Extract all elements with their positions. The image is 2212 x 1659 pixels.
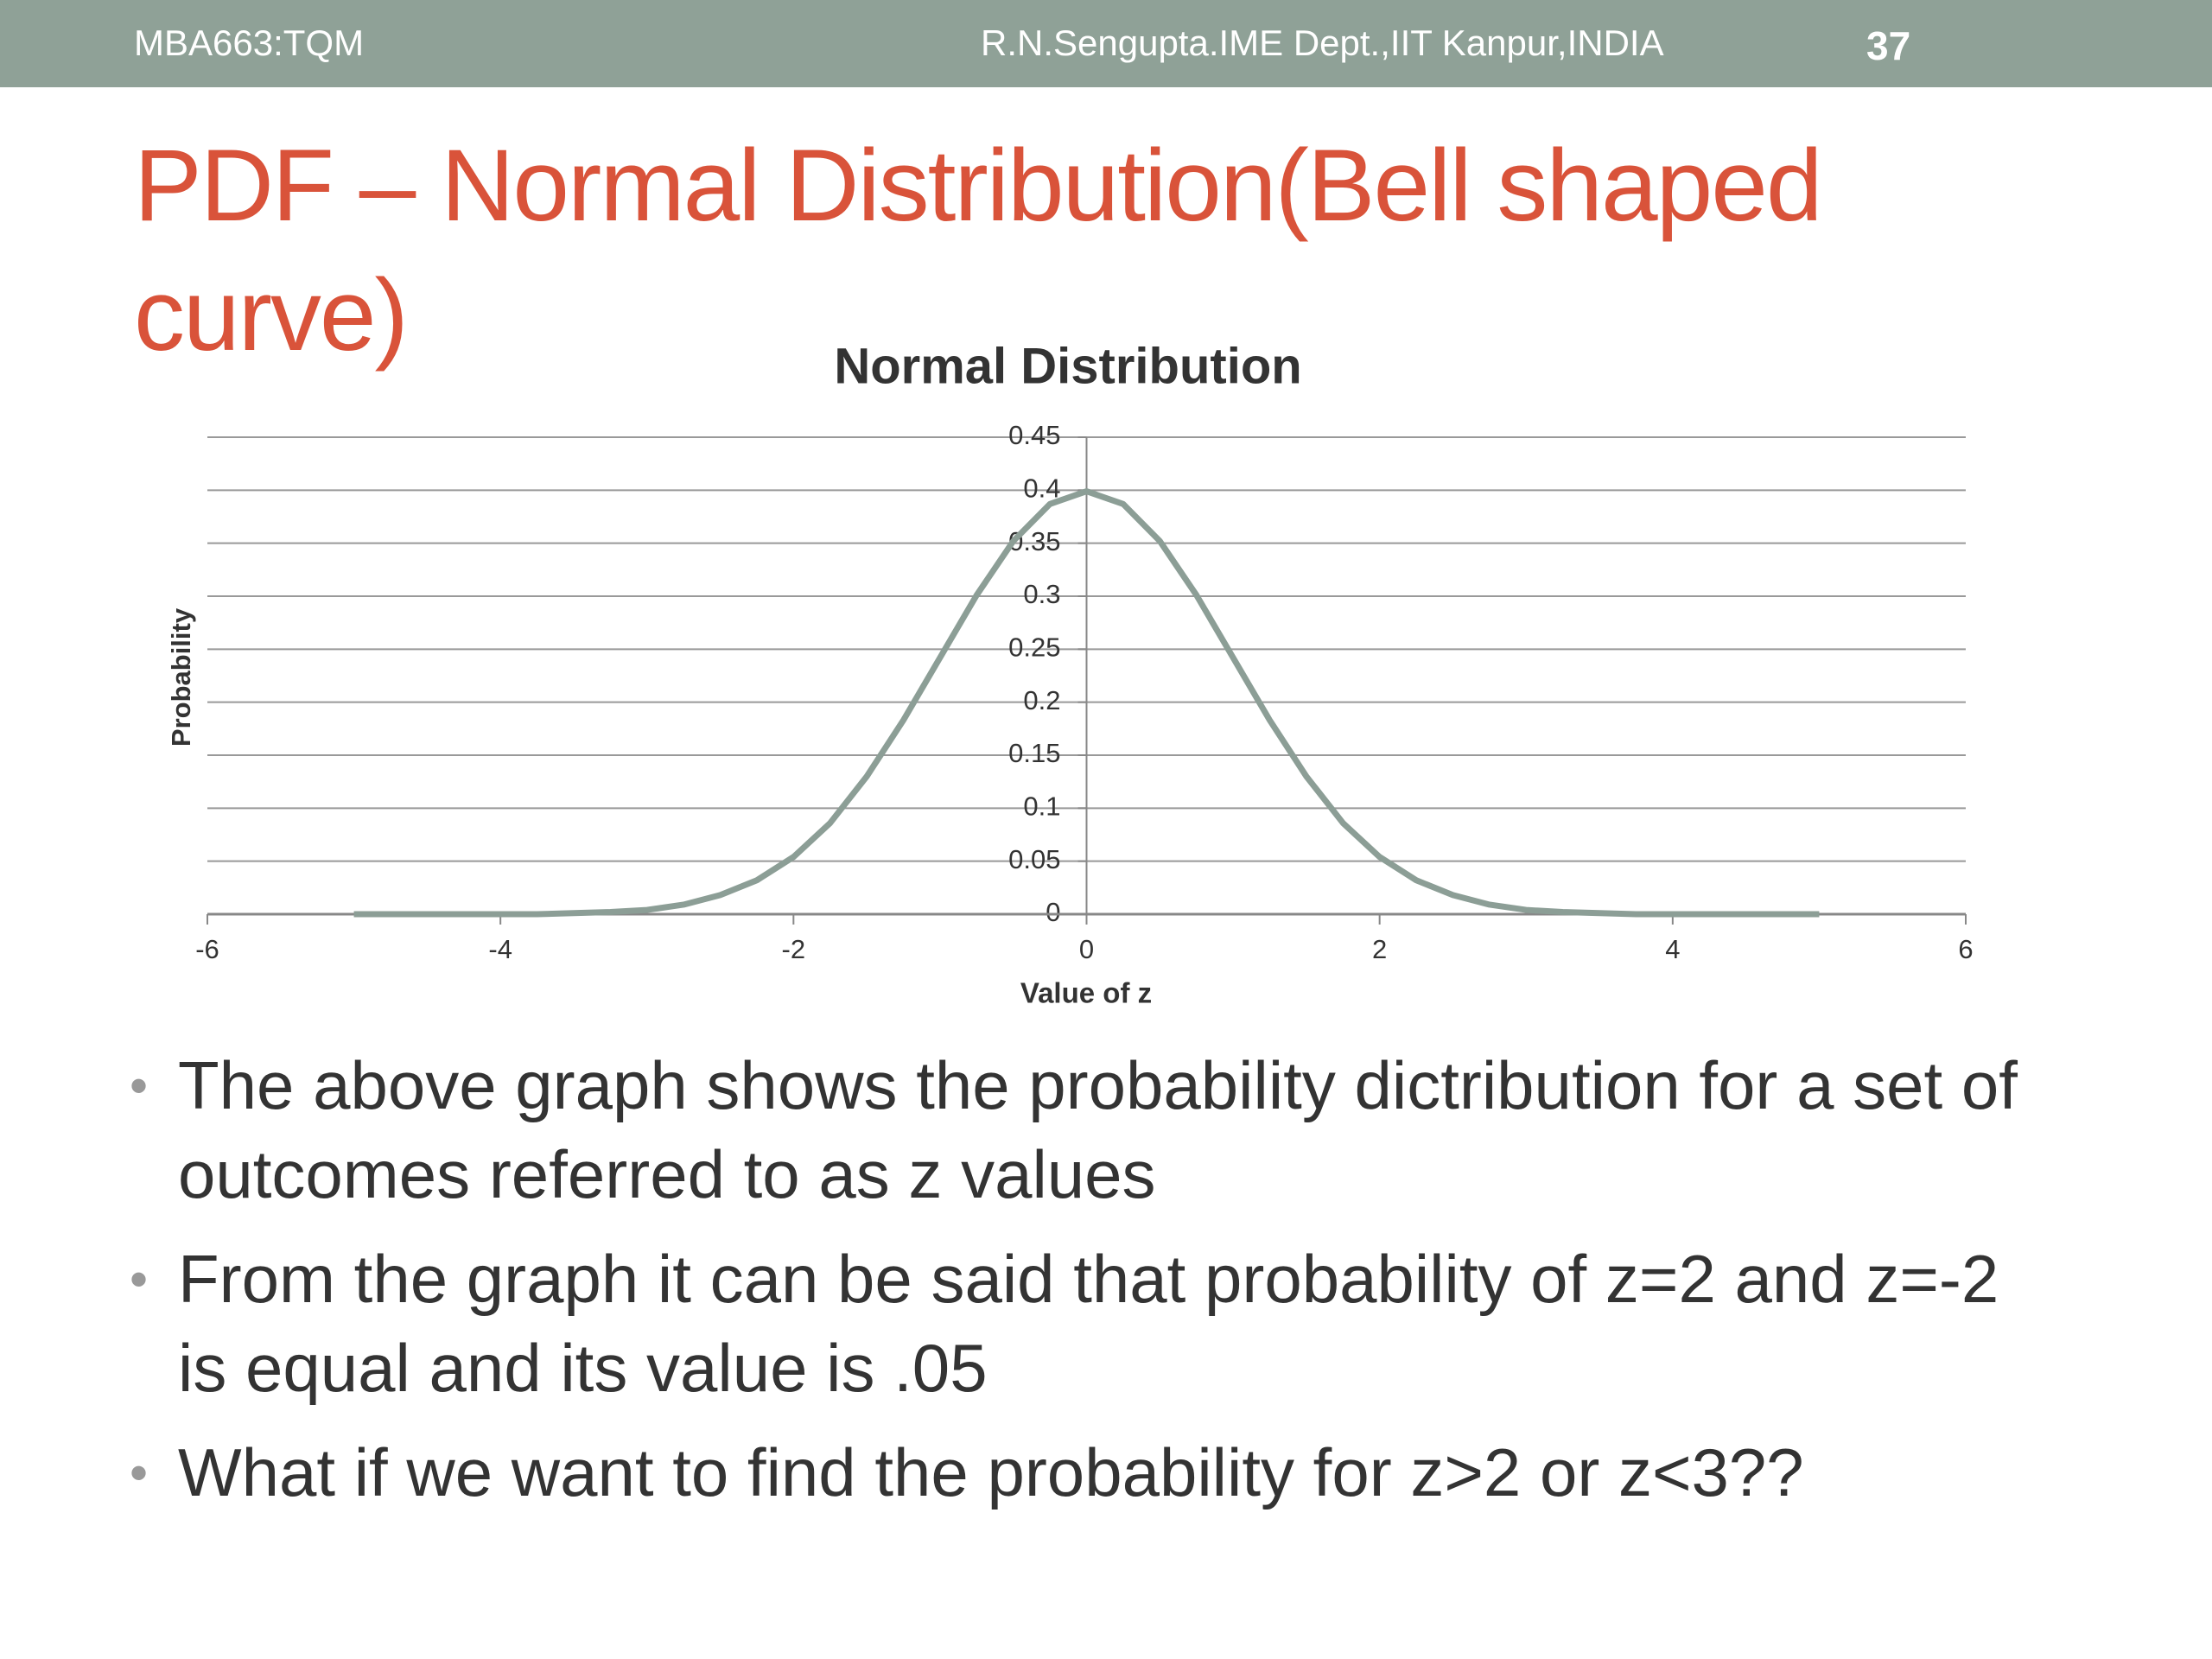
slide-title: PDF – Normal Distribution(Bell shaped cu… <box>134 129 1822 372</box>
x-tick-label: 2 <box>1372 934 1387 964</box>
author: R.N.Sengupta.IME Dept.,IIT Kanpur,INDIA <box>981 22 1664 63</box>
x-tick-label: 6 <box>1958 934 1973 964</box>
bullet-list: The above graph shows the probability di… <box>112 1041 2039 1533</box>
x-tick-label: -4 <box>488 934 512 964</box>
x-tick-label: -6 <box>195 934 219 964</box>
chart-title: Normal Distribution <box>834 338 1301 394</box>
page-number: 37 <box>1866 23 1911 68</box>
y-tick-label: 0.25 <box>1008 632 1060 663</box>
x-tick-label: -2 <box>782 934 806 964</box>
bullet-item: The above graph shows the probability di… <box>112 1041 2039 1219</box>
bullet-item: What if we want to find the probability … <box>112 1428 2039 1517</box>
y-tick-label: 0.4 <box>1023 474 1060 504</box>
y-tick-label: 0.1 <box>1023 791 1060 822</box>
y-tick-label: 0.05 <box>1008 844 1060 874</box>
x-axis-label: Value of z <box>1020 977 1152 1009</box>
bullet-item: From the graph it can be said that proba… <box>112 1235 2039 1413</box>
y-tick-label: 0.15 <box>1008 738 1060 768</box>
course-code: MBA663:TQM <box>134 22 365 63</box>
x-tick-label: 0 <box>1079 934 1094 964</box>
data-line <box>353 488 1820 918</box>
x-tick-label: 4 <box>1665 934 1680 964</box>
y-tick-label: 0.45 <box>1008 420 1060 450</box>
y-tick-label: 0.3 <box>1023 579 1060 609</box>
y-axis-label: Probability <box>166 607 196 747</box>
y-tick-label: 0 <box>1046 897 1060 927</box>
header-bar: MBA663:TQM R.N.Sengupta.IME Dept.,IIT Ka… <box>0 0 2212 87</box>
y-tick-label: 0.2 <box>1023 685 1060 715</box>
